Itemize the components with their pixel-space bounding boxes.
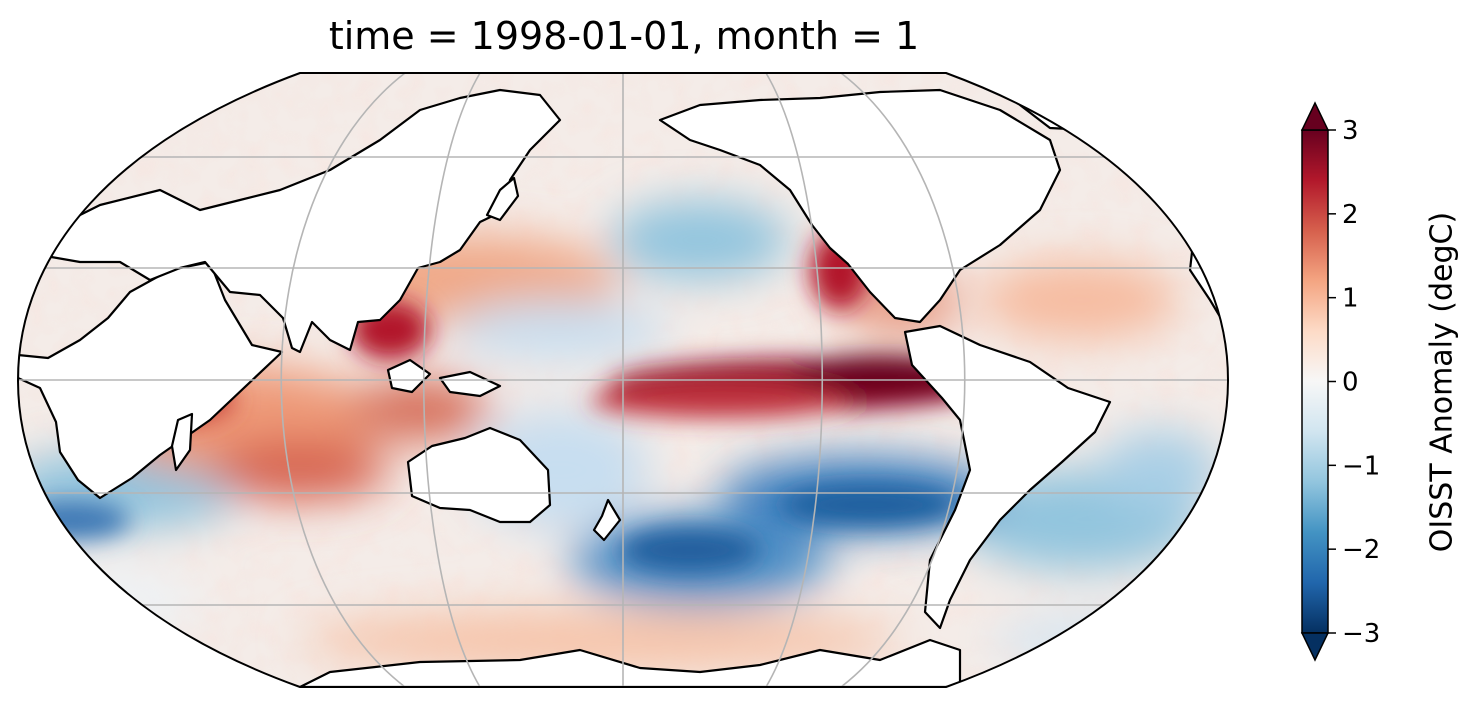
colorbar-tick-label: 1 [1342,284,1359,314]
map-title: time = 1998-01-01, month = 1 [328,14,920,58]
colorbar-ticks: −3 −2 −1 0 1 2 3 [1328,116,1380,649]
colorbar-tick-label: −2 [1342,535,1380,565]
colorbar-tick-label: 0 [1342,368,1359,398]
colorbar-tick-label: −3 [1342,619,1380,649]
colorbar-tick-label: −1 [1342,451,1380,481]
map-boundary [16,72,1230,688]
colorbar-tick-label: 2 [1342,200,1359,230]
colorbar-extend-min [1300,632,1330,662]
colorbar: −3 −2 −1 0 1 2 3 [1300,101,1380,662]
gridlines [18,73,1228,687]
anomaly-field [18,73,1228,687]
colorbar-extend-max [1300,101,1330,131]
colorbar-tick-label: 3 [1342,116,1359,146]
colorbar-label: OISST Anomaly (degC) [1424,211,1460,553]
